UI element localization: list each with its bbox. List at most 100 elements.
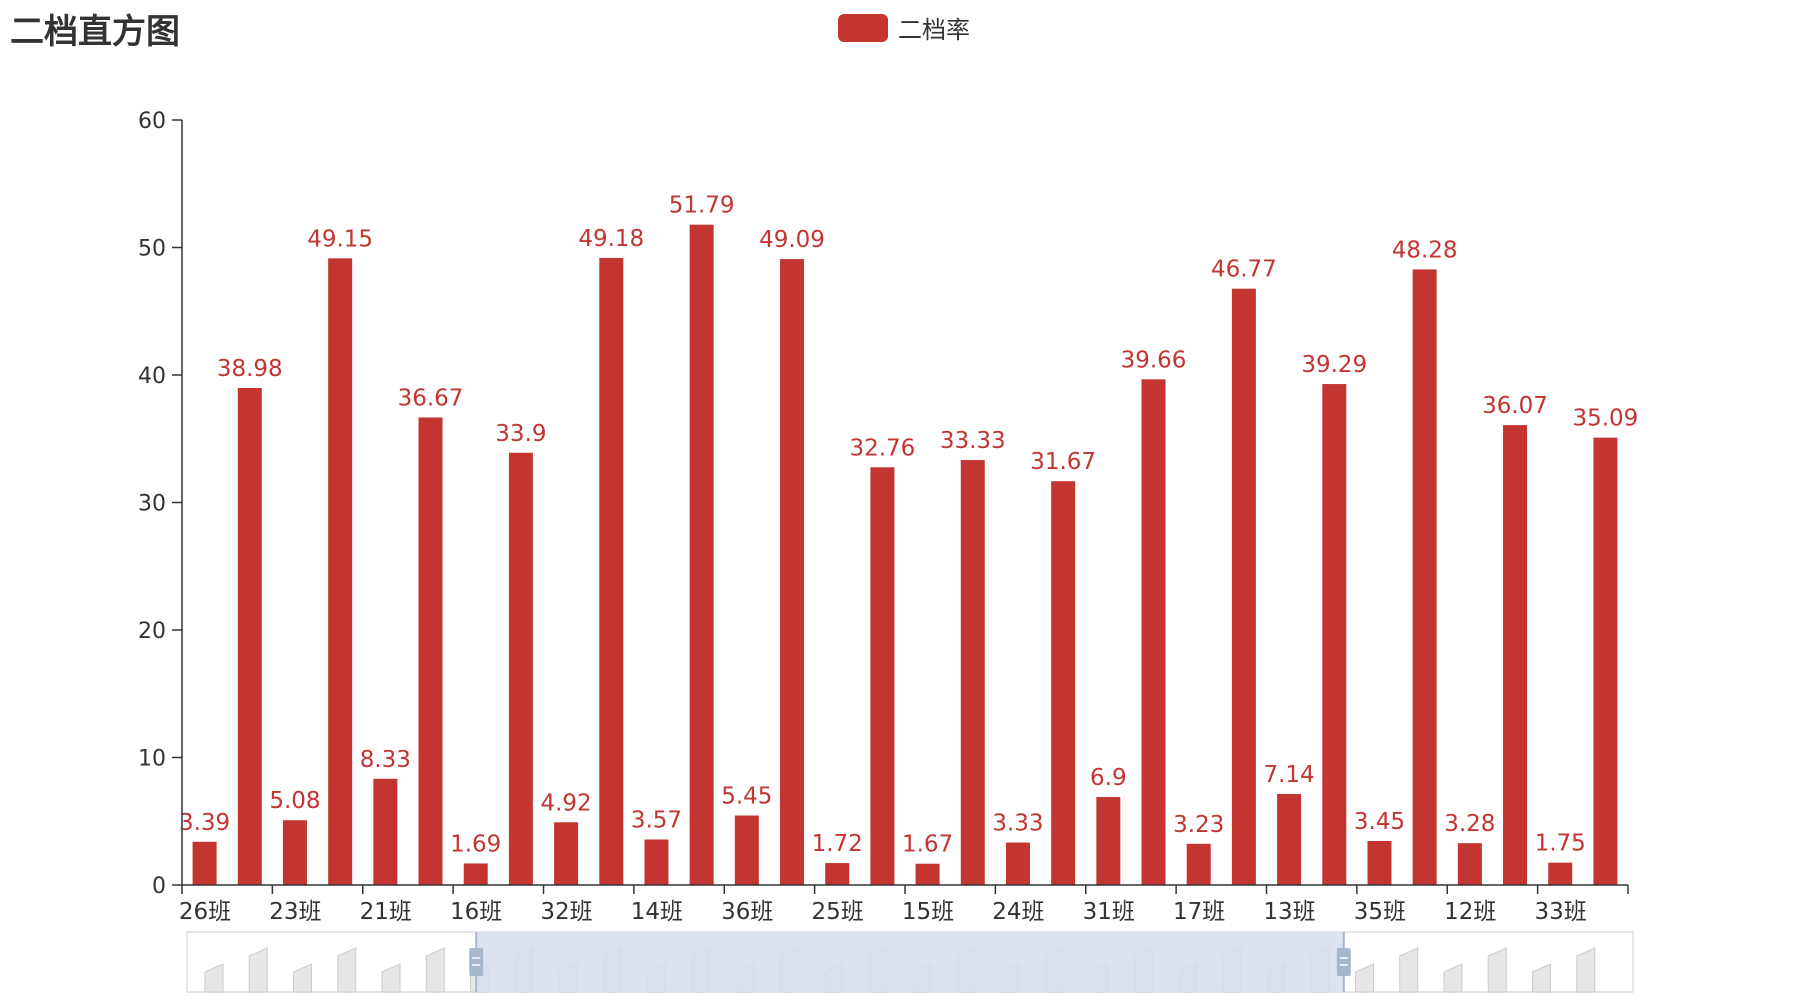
bar[interactable] bbox=[734, 815, 759, 885]
x-tick-label: 16班 bbox=[450, 899, 502, 925]
bar[interactable] bbox=[1141, 379, 1166, 885]
x-tick-label: 15班 bbox=[902, 899, 954, 925]
bar-value-label: 1.69 bbox=[450, 831, 501, 857]
bar-value-label: 4.92 bbox=[540, 790, 591, 816]
bar-value-label: 48.28 bbox=[1392, 237, 1458, 263]
y-tick-label: 10 bbox=[138, 747, 166, 772]
bar[interactable] bbox=[1322, 384, 1347, 885]
x-tick-label: 31班 bbox=[1083, 899, 1135, 925]
bar[interactable] bbox=[1412, 269, 1437, 885]
bar[interactable] bbox=[599, 257, 624, 886]
datazoom-preview-shape bbox=[425, 947, 445, 993]
bar-value-label: 8.33 bbox=[360, 747, 411, 773]
datazoom-left-handle[interactable] bbox=[469, 948, 484, 976]
bar[interactable] bbox=[1593, 437, 1618, 885]
datazoom-preview-shape bbox=[1487, 947, 1507, 993]
bar[interactable] bbox=[1005, 842, 1030, 885]
bar-value-label: 3.33 bbox=[992, 811, 1043, 837]
bar[interactable] bbox=[1186, 843, 1211, 885]
bar-value-label: 3.28 bbox=[1444, 811, 1495, 837]
bar[interactable] bbox=[463, 863, 488, 885]
bar-value-label: 5.45 bbox=[721, 784, 772, 810]
x-tick-label: 24班 bbox=[992, 899, 1044, 925]
bar-value-label: 35.09 bbox=[1572, 406, 1638, 432]
bar[interactable] bbox=[1051, 481, 1076, 885]
datazoom-preview-shape bbox=[1399, 947, 1419, 993]
bar-value-label: 36.67 bbox=[398, 385, 464, 411]
datazoom-selected-range[interactable] bbox=[476, 932, 1344, 992]
bar-value-label: 49.18 bbox=[578, 226, 644, 252]
bars-group bbox=[192, 224, 1618, 886]
x-tick-label: 14班 bbox=[631, 899, 683, 925]
bar[interactable] bbox=[282, 820, 307, 885]
x-tick-label: 25班 bbox=[811, 899, 863, 925]
bar-value-label: 7.14 bbox=[1263, 762, 1314, 788]
bar[interactable] bbox=[508, 452, 533, 885]
bar[interactable] bbox=[554, 822, 579, 885]
bar-value-label: 51.79 bbox=[669, 193, 735, 219]
bar[interactable] bbox=[1503, 425, 1528, 885]
bar[interactable] bbox=[1277, 793, 1302, 885]
bar-value-label: 46.77 bbox=[1211, 257, 1277, 283]
bar[interactable] bbox=[825, 863, 850, 885]
bar[interactable] bbox=[237, 388, 262, 885]
bar-value-label: 38.98 bbox=[217, 356, 283, 382]
bar-value-label: 3.23 bbox=[1173, 812, 1224, 838]
datazoom-slider[interactable] bbox=[186, 931, 1634, 993]
bar[interactable] bbox=[1231, 288, 1256, 885]
bar[interactable] bbox=[1548, 862, 1573, 885]
bar-value-label: 31.67 bbox=[1030, 449, 1096, 475]
bar-value-label: 1.67 bbox=[902, 832, 953, 858]
legend-swatch[interactable] bbox=[838, 13, 888, 42]
datazoom-preview-shape bbox=[293, 963, 312, 993]
bar-value-label: 33.9 bbox=[495, 421, 546, 447]
x-tick-label: 36班 bbox=[721, 899, 773, 925]
y-tick-label: 20 bbox=[138, 619, 166, 644]
x-tick-label: 26班 bbox=[179, 899, 231, 925]
bar-value-label: 49.15 bbox=[307, 226, 373, 252]
bar-value-label: 6.9 bbox=[1090, 765, 1127, 791]
bar-value-label: 1.75 bbox=[1535, 831, 1586, 857]
bar[interactable] bbox=[780, 259, 805, 885]
bar[interactable] bbox=[870, 467, 895, 885]
bar[interactable] bbox=[689, 224, 714, 886]
datazoom-preview-shape bbox=[381, 963, 401, 993]
x-tick-label: 33班 bbox=[1534, 899, 1586, 925]
bar-value-label: 39.29 bbox=[1301, 352, 1367, 378]
bar-value-label: 33.33 bbox=[940, 428, 1006, 454]
datazoom-preview-shape bbox=[248, 947, 268, 993]
datazoom-preview-shape bbox=[1576, 947, 1596, 993]
y-tick-label: 40 bbox=[138, 364, 166, 389]
chart-title: 二档直方图 bbox=[10, 12, 180, 52]
y-tick-label: 30 bbox=[138, 492, 166, 517]
datazoom-preview-shape bbox=[1355, 963, 1374, 993]
bar[interactable] bbox=[1367, 841, 1392, 885]
bar[interactable] bbox=[1457, 843, 1482, 885]
x-tick-label: 13班 bbox=[1263, 899, 1315, 925]
bar[interactable] bbox=[644, 839, 669, 885]
bar-value-label: 49.09 bbox=[759, 227, 825, 253]
legend-label[interactable]: 二档率 bbox=[898, 16, 970, 44]
bar-value-label: 32.76 bbox=[849, 435, 915, 461]
y-tick-label: 60 bbox=[138, 109, 166, 134]
bar[interactable] bbox=[418, 417, 443, 885]
y-tick-label: 50 bbox=[138, 237, 166, 262]
x-tick-label: 32班 bbox=[540, 899, 592, 925]
bar-value-label: 3.57 bbox=[631, 807, 682, 833]
y-tick-label: 0 bbox=[152, 874, 166, 899]
datazoom-right-handle[interactable] bbox=[1336, 948, 1351, 976]
bar[interactable] bbox=[373, 778, 398, 885]
bar[interactable] bbox=[915, 863, 940, 885]
x-tick-label: 23班 bbox=[269, 899, 321, 925]
bar[interactable] bbox=[1096, 797, 1121, 885]
bar-value-label: 3.39 bbox=[179, 810, 230, 836]
bar[interactable] bbox=[960, 460, 985, 885]
x-tick-label: 21班 bbox=[360, 899, 412, 925]
value-labels-group: 3.39 38.98 5.08 49.15 8.33 36.67 1.69 33.9 4.92 4… bbox=[179, 193, 1638, 858]
bar[interactable] bbox=[192, 841, 217, 885]
legend[interactable]: 二档率 bbox=[838, 10, 970, 45]
x-tick-label: 17班 bbox=[1173, 899, 1225, 925]
bar[interactable] bbox=[328, 258, 353, 885]
axes-group: 0 10 20 30 40 50 60 26班 23班 21班 16班 32班 14班 36班 25班 15班… bbox=[138, 109, 1629, 925]
